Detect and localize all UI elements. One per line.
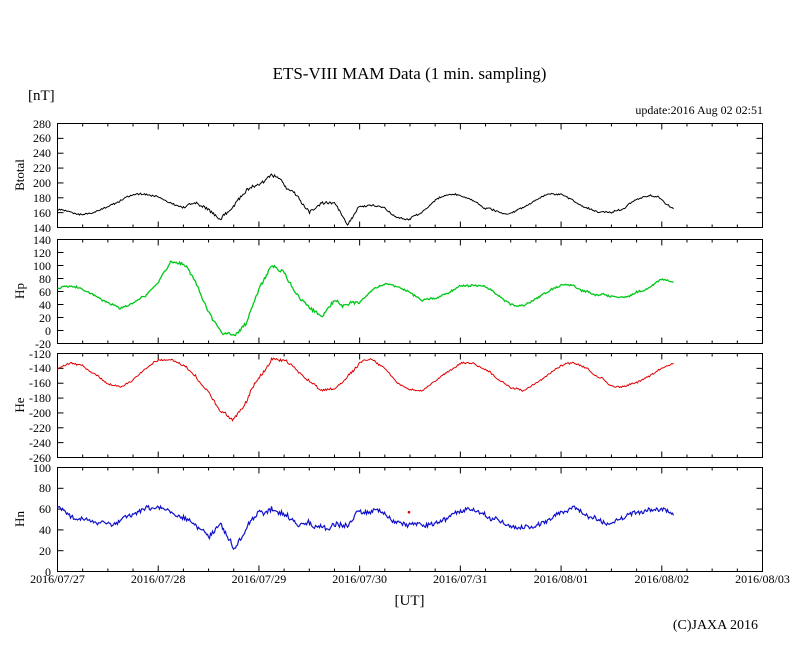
y-tick-label: 20: [39, 310, 51, 325]
panel-frame-hn: [57, 467, 763, 572]
x-tick-label: 2016/08/03: [735, 572, 790, 586]
y-tick-label: 200: [33, 175, 51, 190]
y-tick-label: -220: [29, 420, 51, 435]
x-tick-label: 2016/07/27: [30, 572, 85, 586]
y-tick-label: 0: [45, 323, 51, 338]
panel-frame-btotal: [57, 123, 763, 228]
y-tick-label: 80: [39, 271, 51, 286]
x-unit-label: [UT]: [394, 593, 425, 609]
y-tick-label: 20: [39, 543, 51, 558]
y-tick-label: 180: [33, 190, 51, 205]
y-tick-label: 240: [33, 146, 51, 161]
stray-data-point: [407, 510, 411, 514]
y-tick-label: -260: [29, 450, 51, 465]
copyright-label: (C)JAXA 2016: [672, 618, 758, 633]
x-tick-label: 2016/08/02: [634, 572, 690, 586]
y-tick-label: 100: [33, 258, 51, 273]
y-tick-label: 40: [39, 522, 51, 537]
panel-frame-hp: [57, 239, 763, 344]
y-tick-label: 280: [33, 116, 51, 131]
series-line-hp: [57, 260, 674, 337]
y-tick-label: 160: [33, 205, 51, 220]
chart-title: ETS-VIII MAM Data (1 min. sampling): [272, 64, 547, 83]
x-tick-label: 2016/07/29: [231, 572, 287, 586]
y-tick-label: 0: [45, 564, 51, 579]
y-tick-label: 40: [39, 297, 51, 312]
update-timestamp: update:2016 Aug 02 02:51: [635, 103, 763, 117]
y-tick-label: -240: [29, 435, 51, 450]
y-tick-label: 140: [33, 220, 51, 235]
y-tick-label: -200: [29, 405, 51, 420]
y-tick-label: 260: [33, 131, 51, 146]
y-tick-label: 140: [33, 232, 51, 247]
y-tick-label: 120: [33, 245, 51, 260]
x-tick-label: 2016/07/31: [433, 572, 488, 586]
y-tick-label: -120: [29, 346, 51, 361]
y-unit-label: [nT]: [28, 88, 55, 104]
panel-frame-he: [57, 353, 763, 458]
x-tick-label: 2016/07/28: [130, 572, 186, 586]
y-tick-label: -140: [29, 361, 51, 376]
y-tick-label: -180: [29, 391, 51, 406]
y-tick-label: 60: [39, 284, 51, 299]
y-tick-label: 60: [39, 502, 51, 517]
series-line-he: [57, 356, 674, 422]
y-tick-label: -160: [29, 376, 51, 391]
series-line-btotal: [57, 173, 674, 226]
y-tick-label: 220: [33, 161, 51, 176]
series-line-hn: [57, 504, 675, 551]
x-tick-label: 2016/08/01: [533, 572, 589, 586]
y-tick-label: 100: [33, 460, 51, 475]
y-tick-label: -20: [35, 336, 51, 351]
y-tick-label: 80: [39, 481, 51, 496]
x-tick-label: 2016/07/30: [332, 572, 387, 586]
